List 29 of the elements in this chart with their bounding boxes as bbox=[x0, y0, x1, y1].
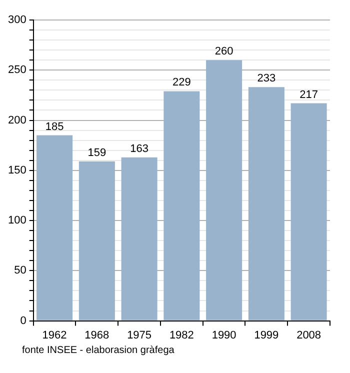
data-label: 233 bbox=[257, 72, 276, 85]
x-tick-label: 2008 bbox=[296, 329, 322, 342]
y-tick-label: 300 bbox=[8, 14, 26, 26]
bar bbox=[36, 135, 73, 320]
bar bbox=[206, 60, 242, 320]
data-label: 260 bbox=[214, 46, 234, 58]
x-tick-label: 1968 bbox=[84, 329, 110, 342]
x-tick-label: 1999 bbox=[254, 329, 279, 342]
y-tick-label: 200 bbox=[8, 114, 26, 126]
y-tick-label: 50 bbox=[14, 264, 26, 277]
y-tick-label: 150 bbox=[8, 164, 26, 176]
x-tick-label: 1990 bbox=[212, 329, 236, 342]
y-tick-label: 0 bbox=[20, 314, 26, 327]
bar bbox=[78, 161, 115, 320]
data-label: 229 bbox=[172, 76, 191, 89]
bar bbox=[164, 91, 200, 320]
y-tick-label: 250 bbox=[8, 64, 26, 76]
data-label: 163 bbox=[130, 142, 148, 155]
x-tick-label: 1975 bbox=[127, 329, 152, 342]
data-label: 185 bbox=[45, 120, 64, 133]
data-label: 159 bbox=[88, 146, 106, 159]
source-note: fonte INSEE - elaborasion gràfega bbox=[21, 345, 176, 356]
data-label: 217 bbox=[300, 88, 318, 101]
bar bbox=[248, 87, 284, 320]
bar bbox=[121, 157, 158, 320]
bar bbox=[290, 103, 327, 320]
y-tick-label: 100 bbox=[8, 214, 26, 227]
x-tick-label: 1962 bbox=[42, 329, 67, 342]
x-tick-label: 1982 bbox=[169, 329, 194, 342]
